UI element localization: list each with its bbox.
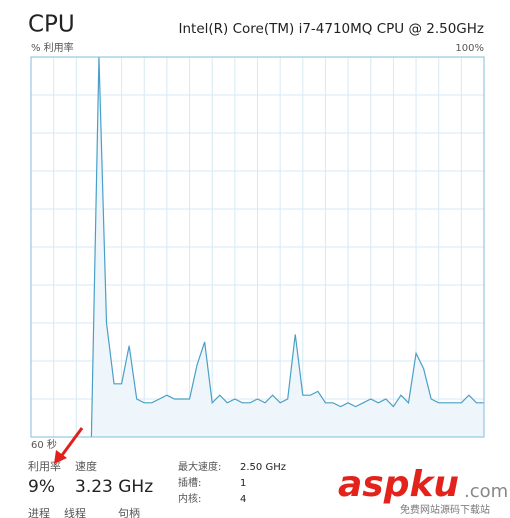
arrow-head bbox=[54, 450, 67, 464]
watermark-tagline: 免费网站源码下载站 bbox=[400, 503, 490, 516]
plot-border bbox=[30, 56, 485, 438]
stat-label: 句柄 bbox=[118, 507, 140, 518]
stat-label: 速度 bbox=[75, 459, 97, 473]
stat-label: 利用率 bbox=[28, 459, 61, 473]
detail-value: 1 bbox=[240, 478, 246, 489]
detail-label: 最大速度: bbox=[178, 460, 221, 473]
processor: Intel(R) Core(TM) i7-4710MQ CPU @ 2.50GH… bbox=[179, 21, 484, 37]
plot bbox=[30, 56, 485, 438]
line bbox=[90, 56, 484, 438]
details: 最大速度: 2.50 GHz 插槽: 1 内核: 4 bbox=[178, 460, 286, 505]
detail-value: 4 bbox=[240, 494, 246, 505]
stat-value: 3.23 GHz bbox=[75, 477, 153, 497]
stat-label: 进程 bbox=[28, 507, 50, 518]
x-span-label: 60 秒 bbox=[31, 438, 57, 451]
detail-label: 内核: bbox=[178, 492, 201, 505]
detail-value: 2.50 GHz bbox=[240, 462, 286, 473]
stat-value: 9% bbox=[28, 477, 55, 497]
y-label: % 利用率 bbox=[31, 41, 74, 54]
watermark-domain: .com bbox=[464, 481, 508, 502]
watermark-brand: aspku bbox=[338, 464, 459, 505]
y-max-label: 100% bbox=[455, 43, 484, 54]
stat-label: 线程 bbox=[64, 506, 86, 518]
detail-label: 插槽: bbox=[178, 476, 201, 489]
title: CPU bbox=[28, 12, 75, 38]
arrow bbox=[58, 427, 84, 459]
area bbox=[91, 57, 485, 437]
